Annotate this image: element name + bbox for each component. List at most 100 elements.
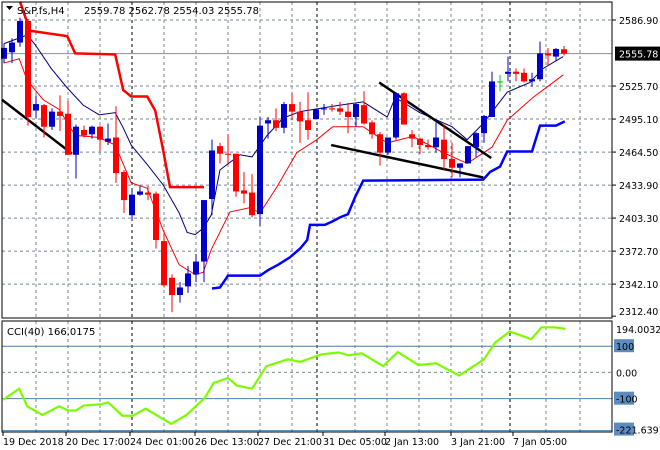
bull-candle <box>433 137 439 148</box>
bull-candle <box>73 126 79 155</box>
bull-candle <box>129 194 135 216</box>
time-label: 3 Jan 21:00 <box>451 437 505 448</box>
price-tick-label: 2464.50 <box>619 148 658 159</box>
bear-candle <box>561 49 567 54</box>
bull-candle <box>89 126 95 135</box>
bear-candle <box>401 93 407 125</box>
bear-candle <box>113 137 119 174</box>
bull-candle <box>393 93 399 138</box>
bear-candle <box>441 139 447 160</box>
bear-candle <box>217 146 223 154</box>
bull-candle <box>481 115 487 134</box>
candles <box>1 17 567 313</box>
bull-candle <box>17 20 23 43</box>
bull-candle <box>313 109 319 120</box>
bear-candle <box>337 108 343 112</box>
bull-candle <box>473 133 479 148</box>
time-label: 26 Dec 13:00 <box>195 437 259 448</box>
cci-axis-label: 0.00 <box>616 368 637 379</box>
indicators <box>1 1 566 290</box>
lower-step-line <box>211 120 566 290</box>
bear-candle <box>97 126 103 140</box>
bear-candle <box>225 153 231 155</box>
price-tick-label: 2525.70 <box>619 82 658 93</box>
price-tick-label: 2433.90 <box>619 181 658 192</box>
bull-candle <box>9 42 15 53</box>
cci-panel-border <box>1 320 613 433</box>
current-price-label: 2555.78 <box>619 50 658 61</box>
bear-candle <box>153 193 159 240</box>
main-panel-border <box>1 1 613 319</box>
doji-candle <box>497 81 503 83</box>
bear-candle <box>345 111 351 118</box>
bear-candle <box>161 241 167 286</box>
cci-level-box <box>614 391 634 405</box>
bear-candle <box>145 192 151 195</box>
bear-candle <box>81 129 87 136</box>
bear-candle <box>417 138 423 146</box>
bull-candle <box>177 287 183 296</box>
grid <box>2 2 612 432</box>
bull-candle <box>185 273 191 287</box>
price-tick-label: 2495.10 <box>619 115 658 126</box>
bear-candle <box>377 134 383 153</box>
bear-candle <box>273 120 279 128</box>
bull-candle <box>537 53 543 80</box>
bull-candle <box>321 108 327 110</box>
bull-candle <box>385 137 391 153</box>
bear-candle <box>369 122 375 135</box>
bull-candle <box>137 191 143 195</box>
cci-panel <box>2 326 612 432</box>
price-tick-label: 2312.40 <box>619 307 658 318</box>
bear-candle <box>449 159 455 168</box>
bear-candle <box>521 72 527 82</box>
bear-candle <box>25 20 31 118</box>
bear-candle <box>121 172 127 201</box>
cci-axis-label: 100 <box>616 342 634 353</box>
bull-candle <box>505 71 511 74</box>
price-tick-label: 2342.10 <box>619 280 658 291</box>
time-label: 7 Jan 05:00 <box>513 437 567 448</box>
bull-candle <box>105 138 111 142</box>
dropdown-triangle-icon[interactable] <box>6 6 13 10</box>
time-label: 20 Dec 17:00 <box>66 437 130 448</box>
bull-candle <box>281 104 287 128</box>
bear-candle <box>297 111 303 122</box>
bear-candle <box>305 120 311 130</box>
price-tick-label: 2586.90 <box>619 16 658 27</box>
bull-candle <box>457 163 463 168</box>
price-axis: 2586.90 2525.70 2495.10 2464.50 2433.90 2403.… <box>612 16 660 437</box>
bear-candle <box>289 104 295 112</box>
bear-candle <box>169 277 175 296</box>
bull-candle <box>1 47 7 59</box>
bull-candle <box>49 111 55 127</box>
bull-candle <box>209 150 215 200</box>
bear-candle <box>545 53 551 56</box>
bull-candle <box>489 81 495 118</box>
bear-candle <box>65 113 71 155</box>
bear-candle <box>409 134 415 139</box>
cci-axis-label: 194.0032 <box>616 325 660 336</box>
bear-candle <box>57 111 63 116</box>
price-tick-label: 2372.70 <box>619 247 658 258</box>
time-label: 27 Dec 21:00 <box>258 437 322 448</box>
cci-label: CCI(40) 166.0175 <box>7 327 95 338</box>
bull-candle <box>257 125 263 215</box>
trendline <box>1 98 73 155</box>
bull-candle <box>265 120 271 124</box>
bull-candle <box>201 200 207 262</box>
bull-candle <box>465 146 471 164</box>
bear-candle <box>513 71 519 74</box>
bear-candle <box>233 153 239 192</box>
bear-candle <box>329 108 335 110</box>
slow-moving-average <box>3 58 564 276</box>
trendline <box>330 143 484 179</box>
cci-level-box <box>614 339 634 353</box>
bull-candle <box>33 104 39 111</box>
bull-candle <box>193 261 199 275</box>
bull-candle <box>353 104 359 118</box>
current-price-box <box>615 46 660 61</box>
cci-level-box <box>614 422 634 436</box>
cci-axis-label: -100 <box>616 395 638 406</box>
